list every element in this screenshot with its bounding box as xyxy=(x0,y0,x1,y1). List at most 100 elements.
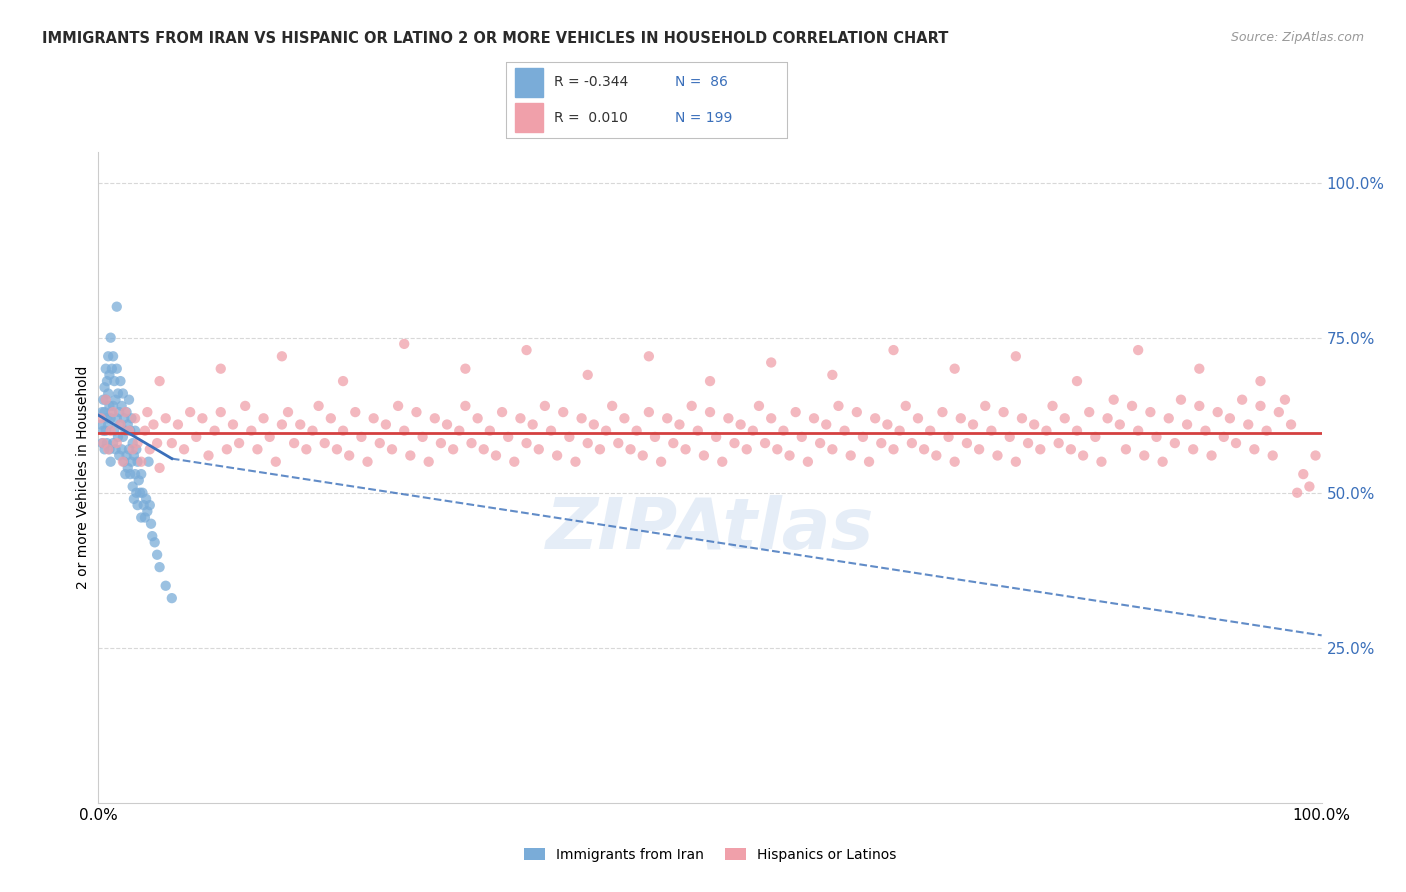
Point xyxy=(785,405,807,419)
Point xyxy=(430,436,453,450)
Point xyxy=(264,455,287,469)
Point xyxy=(111,430,134,444)
Point xyxy=(478,424,501,438)
Point xyxy=(681,399,703,413)
Point xyxy=(491,405,513,419)
Point xyxy=(115,449,138,463)
Point xyxy=(139,516,162,531)
Point xyxy=(111,455,134,469)
Point xyxy=(1286,485,1309,500)
Point xyxy=(94,424,117,438)
Point xyxy=(1230,392,1253,407)
Point xyxy=(613,411,636,425)
Point xyxy=(790,430,813,444)
Point xyxy=(127,436,149,450)
Point xyxy=(1152,455,1174,469)
Point xyxy=(834,424,856,438)
Point xyxy=(141,529,163,543)
Point xyxy=(167,417,190,432)
Point xyxy=(730,417,752,432)
Point xyxy=(204,424,226,438)
Point xyxy=(827,399,849,413)
Point xyxy=(97,349,120,363)
Point xyxy=(761,355,783,369)
Point xyxy=(943,455,966,469)
Point xyxy=(368,436,391,450)
Point xyxy=(907,411,929,425)
Point xyxy=(821,442,844,457)
Point xyxy=(118,442,141,457)
Point xyxy=(1128,424,1150,438)
Point xyxy=(114,467,136,482)
Point xyxy=(980,424,1002,438)
Point xyxy=(122,491,145,506)
Point xyxy=(436,417,458,432)
Point xyxy=(270,417,294,432)
Point xyxy=(97,386,120,401)
Point xyxy=(111,386,134,401)
Point xyxy=(350,430,373,444)
Point xyxy=(93,442,115,457)
Point xyxy=(1249,374,1271,388)
Point xyxy=(118,392,141,407)
Point xyxy=(668,417,690,432)
Point xyxy=(993,405,1015,419)
Point xyxy=(998,430,1021,444)
Point xyxy=(108,405,131,419)
Point xyxy=(956,436,979,450)
Point xyxy=(91,436,114,450)
Point xyxy=(93,405,115,419)
Point xyxy=(149,461,172,475)
Point xyxy=(308,399,330,413)
Point xyxy=(1108,417,1130,432)
Point xyxy=(120,411,142,425)
Point xyxy=(374,417,396,432)
Point xyxy=(91,405,114,419)
Point xyxy=(399,449,422,463)
Point xyxy=(111,442,134,457)
Point xyxy=(534,399,557,413)
Point xyxy=(894,399,917,413)
Point xyxy=(131,485,153,500)
Point xyxy=(160,591,183,606)
Point xyxy=(90,417,112,432)
Point xyxy=(546,449,568,463)
Point xyxy=(105,300,128,314)
Point xyxy=(97,417,120,432)
Point xyxy=(748,399,770,413)
Point xyxy=(699,405,721,419)
Point xyxy=(553,405,575,419)
Point xyxy=(108,449,131,463)
Point xyxy=(117,461,139,475)
Point xyxy=(125,442,148,457)
Point xyxy=(105,436,128,450)
Point xyxy=(121,442,143,457)
Point xyxy=(142,417,165,432)
Point xyxy=(301,424,323,438)
Point xyxy=(155,411,177,425)
Point xyxy=(100,411,122,425)
Point xyxy=(496,430,519,444)
Point xyxy=(101,405,124,419)
Point xyxy=(129,510,152,524)
Point xyxy=(91,424,114,438)
Point xyxy=(120,467,142,482)
Point xyxy=(149,374,172,388)
Point xyxy=(1170,392,1192,407)
Point xyxy=(96,411,118,425)
Point xyxy=(277,405,299,419)
Point xyxy=(638,405,661,419)
Point xyxy=(186,430,208,444)
Point xyxy=(1066,374,1088,388)
Point xyxy=(1243,442,1265,457)
Point xyxy=(949,411,972,425)
Point xyxy=(94,392,117,407)
Point xyxy=(1011,411,1033,425)
Point xyxy=(515,436,537,450)
Point xyxy=(1164,436,1187,450)
Point xyxy=(139,442,162,457)
Point xyxy=(179,405,201,419)
Point xyxy=(509,411,531,425)
Point xyxy=(1279,417,1302,432)
Point xyxy=(135,491,157,506)
